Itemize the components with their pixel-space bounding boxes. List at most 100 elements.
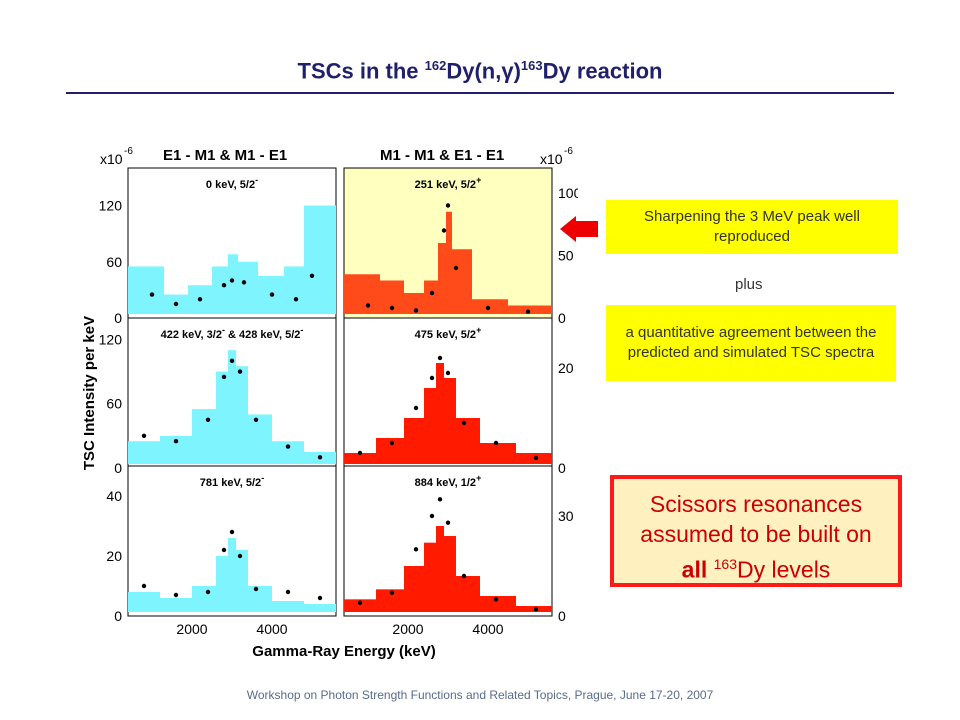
ytick-0-0: 0 — [114, 310, 122, 326]
exp-point-4-3 — [221, 547, 227, 553]
left-arrow-icon — [560, 216, 598, 242]
sim-bar-2-4 — [228, 350, 236, 464]
exp-point-0-4 — [229, 278, 235, 283]
panel-parity-3: + — [476, 325, 481, 335]
exp-point-1-2 — [413, 308, 419, 313]
panel-parity-1: + — [476, 175, 481, 185]
exp-point-2-3 — [221, 374, 227, 380]
ytick-5-1: 30 — [558, 508, 574, 524]
sim-bar-4-0 — [128, 592, 160, 612]
right-exponent: -6 — [564, 146, 573, 157]
exp-point-1-1 — [389, 305, 395, 311]
sim-bar-2-5 — [236, 366, 248, 464]
ytick-1-1: 50 — [558, 248, 574, 264]
exp-point-3-4 — [437, 355, 443, 361]
panel-level-5: 884 keV, 1/2 — [415, 477, 476, 489]
sim-bar-5-5 — [444, 536, 456, 612]
title-sup-163: 163 — [520, 58, 543, 73]
sim-bar-4-7 — [272, 601, 304, 612]
plus-label: plus — [735, 276, 763, 293]
sim-bar-4-1 — [160, 598, 192, 612]
sim-bar-3-0 — [344, 453, 376, 464]
right-multiplier: x10 — [540, 151, 563, 167]
exp-point-0-7 — [293, 297, 299, 302]
exp-point-5-6 — [461, 573, 467, 579]
exp-point-2-8 — [317, 455, 323, 460]
ytick-3-1: 20 — [558, 360, 574, 376]
sim-bar-5-0 — [344, 599, 376, 612]
exp-point-0-5 — [241, 280, 247, 285]
xtick-0-1: 4000 — [256, 621, 287, 637]
sim-bar-3-5 — [444, 378, 456, 464]
panel-level-4: 781 keV, 5/2 — [200, 477, 261, 489]
exp-point-2-1 — [173, 439, 179, 444]
scissors-bold: all — [681, 556, 708, 583]
sim-bar-2-6 — [248, 414, 272, 464]
sim-bar-3-7 — [480, 443, 516, 464]
sim-bar-2-0 — [128, 441, 160, 464]
sim-bar-0-7 — [284, 266, 304, 314]
sim-bar-5-1 — [376, 589, 404, 612]
col-header-right: M1 - M1 & E1 - E1 — [380, 147, 504, 164]
exp-point-1-6 — [453, 265, 459, 271]
panel-level-3: 475 keV, 5/2 — [415, 329, 476, 341]
sim-bar-4-6 — [248, 586, 272, 612]
sim-bar-2-2 — [192, 409, 216, 464]
sim-bar-3-1 — [376, 438, 404, 464]
exp-point-0-0 — [149, 292, 155, 297]
panel-parity-5: + — [476, 473, 481, 483]
left-exponent: -6 — [124, 146, 133, 157]
exp-point-4-4 — [229, 529, 235, 535]
ytick-4-0: 0 — [114, 608, 122, 624]
exp-point-0-6 — [269, 292, 275, 297]
exp-point-4-1 — [173, 592, 179, 598]
sim-bar-5-3 — [424, 542, 436, 612]
panel-label-1: 251 keV, 5/2+ — [415, 175, 482, 191]
sim-bar-0-5 — [238, 261, 258, 314]
sim-bar-4-5 — [236, 550, 248, 612]
y-axis-label: TSC Intensity per keV — [81, 316, 98, 470]
exp-point-2-6 — [253, 417, 259, 422]
exp-point-5-3 — [429, 513, 435, 519]
exp-point-4-5 — [237, 553, 243, 559]
scissors-callout: Scissors resonances assumed to be built … — [610, 475, 902, 587]
title-mid: Dy(n,γ) — [446, 58, 521, 84]
exp-point-5-2 — [413, 547, 419, 552]
exp-point-0-8 — [309, 273, 315, 279]
ytick-4-2: 40 — [106, 488, 122, 504]
exp-point-2-0 — [141, 433, 147, 439]
exp-point-4-6 — [253, 586, 259, 592]
exp-point-2-5 — [237, 369, 243, 374]
exp-point-2-2 — [205, 417, 211, 422]
sim-bar-5-2 — [404, 566, 424, 612]
scissors-tail: Dy levels — [737, 556, 831, 583]
sim-bar-0-3 — [212, 266, 228, 314]
exp-point-0-3 — [221, 282, 227, 288]
sim-bar-5-4 — [436, 526, 444, 612]
col-header-left: E1 - M1 & M1 - E1 — [163, 147, 287, 164]
sim-bar-4-8 — [304, 604, 336, 612]
exp-point-3-8 — [533, 455, 539, 461]
agreement-note: a quantitative agreement between the pre… — [606, 305, 896, 381]
panel-extra-2: & 428 keV, 5/2 — [225, 329, 300, 341]
panel-parity-2: - — [222, 325, 225, 335]
exp-point-5-5 — [445, 520, 451, 525]
left-multiplier: x10 — [100, 151, 123, 167]
exp-point-3-2 — [413, 405, 419, 411]
sharpening-note: Sharpening the 3 MeV peak well reproduce… — [606, 200, 898, 254]
panel-label-2: 422 keV, 3/2- & 428 keV, 5/2- — [161, 325, 304, 341]
exp-point-0-1 — [173, 301, 179, 307]
panel-level-0: 0 keV, 5/2 — [206, 179, 255, 191]
panel-label-5: 884 keV, 1/2+ — [415, 473, 482, 489]
ytick-3-0: 0 — [558, 460, 566, 476]
title-suffix: Dy reaction — [542, 58, 663, 84]
xtick-0-0: 2000 — [176, 621, 207, 637]
panel-label-4: 781 keV, 5/2- — [200, 473, 264, 489]
panel-parity-0: - — [255, 175, 258, 185]
exp-point-1-0 — [365, 303, 371, 308]
exp-point-4-2 — [205, 589, 211, 595]
x-axis-label: Gamma-Ray Energy (keV) — [252, 643, 435, 660]
sim-bar-1-0 — [344, 274, 380, 314]
panel-level-1: 251 keV, 5/2 — [415, 179, 476, 191]
